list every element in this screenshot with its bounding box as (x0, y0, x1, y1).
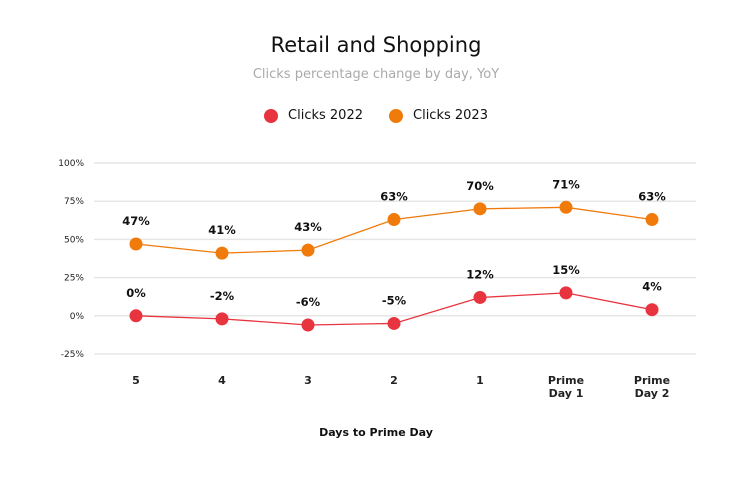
data-label: 71% (552, 177, 580, 191)
data-label: 70% (466, 179, 494, 193)
data-point (473, 290, 487, 304)
chart-title: Retail and Shopping (270, 33, 482, 57)
data-point (559, 286, 573, 300)
data-point (215, 246, 229, 260)
data-label: -6% (296, 295, 321, 309)
legend-marker-icon (389, 108, 403, 123)
data-label: 63% (638, 190, 666, 204)
x-tick-label: 2 (390, 374, 398, 387)
legend-item-2023[interactable]: Clicks 2023 (389, 108, 488, 123)
x-tick-label: Day 1 (549, 387, 584, 400)
legend-label: Clicks 2022 (288, 108, 363, 123)
y-tick-label: 100% (58, 159, 84, 169)
data-point (301, 243, 315, 257)
data-label: 4% (642, 280, 662, 294)
y-tick-label: 25% (64, 274, 84, 284)
data-label: 12% (466, 267, 494, 281)
x-tick-label: 5 (132, 374, 140, 387)
x-tick-label: 1 (476, 374, 484, 387)
x-tick-label: 4 (218, 374, 226, 387)
data-label: 43% (294, 220, 322, 234)
y-tick-label: 75% (64, 197, 84, 207)
y-tick-label: -25% (61, 350, 85, 360)
data-point (129, 309, 143, 323)
data-label: 41% (208, 223, 236, 237)
data-label: 15% (552, 263, 580, 277)
data-point (559, 200, 573, 214)
data-label: -5% (382, 293, 407, 307)
data-label: -2% (210, 289, 235, 303)
y-tick-label: 50% (64, 235, 84, 245)
legend: Clicks 2022 Clicks 2023 (0, 108, 752, 123)
x-tick-label: Prime (634, 374, 670, 387)
data-point (215, 312, 229, 326)
data-point (387, 316, 401, 330)
data-point (129, 237, 143, 251)
data-point (387, 213, 401, 227)
legend-label: Clicks 2023 (413, 108, 488, 123)
data-label: 0% (126, 286, 146, 300)
legend-item-2022[interactable]: Clicks 2022 (264, 108, 363, 123)
legend-marker-icon (264, 108, 279, 123)
x-axis-label: Days to Prime Day (319, 426, 433, 439)
data-point (645, 213, 659, 227)
x-tick-label: Prime (548, 374, 584, 387)
data-label: 63% (380, 190, 408, 204)
x-tick-label: 3 (304, 374, 312, 387)
data-point (645, 303, 659, 317)
data-point (301, 318, 315, 332)
data-point (473, 202, 487, 216)
x-tick-label: Day 2 (635, 387, 670, 400)
chart-subtitle: Clicks percentage change by day, YoY (252, 67, 500, 82)
data-label: 47% (122, 214, 150, 228)
y-tick-label: 0% (70, 312, 85, 322)
